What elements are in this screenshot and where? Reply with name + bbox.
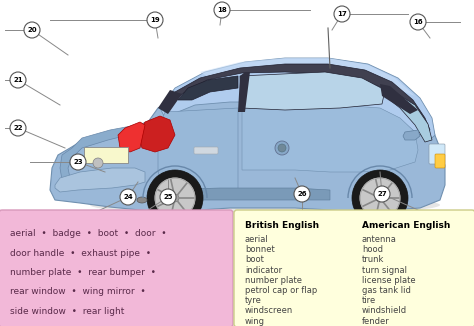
Text: number plate: number plate [245,276,302,285]
Text: license plate: license plate [362,276,416,285]
Circle shape [376,194,384,202]
Text: indicator: indicator [245,266,282,274]
Polygon shape [238,72,250,112]
Text: tyre: tyre [245,296,262,305]
Text: tire: tire [362,296,376,305]
Circle shape [352,170,408,226]
Polygon shape [60,118,162,188]
Polygon shape [138,116,175,152]
Circle shape [120,189,136,205]
Text: turn signal: turn signal [362,266,407,274]
Text: American English: American English [362,221,450,230]
Circle shape [294,186,310,202]
Polygon shape [158,90,182,114]
Text: 27: 27 [377,191,387,197]
Circle shape [334,6,350,22]
Polygon shape [160,58,435,140]
Text: hood: hood [362,245,383,254]
Circle shape [171,194,179,202]
Text: aerial: aerial [245,235,269,244]
Text: 22: 22 [13,125,23,131]
Text: petrol cap or flap: petrol cap or flap [245,286,317,295]
Text: wing: wing [245,317,265,326]
Polygon shape [403,130,420,140]
Circle shape [93,158,103,168]
Circle shape [410,14,426,30]
Text: fender: fender [362,317,390,326]
Polygon shape [118,122,145,152]
Circle shape [10,120,26,136]
Text: aerial  •  badge  •  boot  •  door  •: aerial • badge • boot • door • [10,229,167,238]
Polygon shape [178,76,238,100]
Text: trunk: trunk [362,255,384,264]
Text: windscreen: windscreen [245,306,293,315]
Text: antenna: antenna [362,235,397,244]
Polygon shape [380,84,418,114]
Ellipse shape [137,197,147,203]
Text: 19: 19 [150,17,160,23]
Text: number plate  •  rear bumper  •: number plate • rear bumper • [10,268,156,277]
Text: 24: 24 [123,194,133,200]
Circle shape [70,154,86,170]
Text: 17: 17 [337,11,347,17]
Ellipse shape [90,195,440,215]
Text: 18: 18 [217,7,227,13]
FancyBboxPatch shape [0,210,233,326]
Polygon shape [200,58,415,96]
Text: 25: 25 [163,194,173,200]
FancyBboxPatch shape [429,144,445,164]
Text: rear window  •  wing mirror  •: rear window • wing mirror • [10,288,146,297]
Text: 23: 23 [73,159,83,165]
Text: door handle  •  exhaust pipe  •: door handle • exhaust pipe • [10,248,151,258]
FancyBboxPatch shape [234,210,474,326]
Text: windshield: windshield [362,306,407,315]
Text: boot: boot [245,255,264,264]
Polygon shape [55,168,145,192]
Text: 20: 20 [27,27,37,33]
Circle shape [275,141,289,155]
FancyBboxPatch shape [84,147,128,163]
Polygon shape [163,64,430,132]
Polygon shape [148,188,330,200]
Circle shape [374,186,390,202]
Polygon shape [242,105,418,172]
Polygon shape [50,72,445,212]
Circle shape [147,170,203,226]
Circle shape [214,2,230,18]
Text: side window  •  rear light: side window • rear light [10,307,124,316]
Text: bonnet: bonnet [245,245,275,254]
Circle shape [24,22,40,38]
Text: gas tank lid: gas tank lid [362,286,411,295]
Circle shape [360,178,400,218]
Text: 16: 16 [413,19,423,25]
Polygon shape [385,88,432,142]
Text: 21: 21 [13,77,23,83]
FancyBboxPatch shape [435,154,445,168]
Polygon shape [240,72,385,110]
Text: 26: 26 [297,191,307,197]
Circle shape [155,178,195,218]
Circle shape [10,72,26,88]
Text: British English: British English [245,221,319,230]
Circle shape [278,144,286,152]
Ellipse shape [123,197,133,203]
Circle shape [160,189,176,205]
Circle shape [147,12,163,28]
FancyBboxPatch shape [194,147,218,154]
Polygon shape [158,108,238,192]
